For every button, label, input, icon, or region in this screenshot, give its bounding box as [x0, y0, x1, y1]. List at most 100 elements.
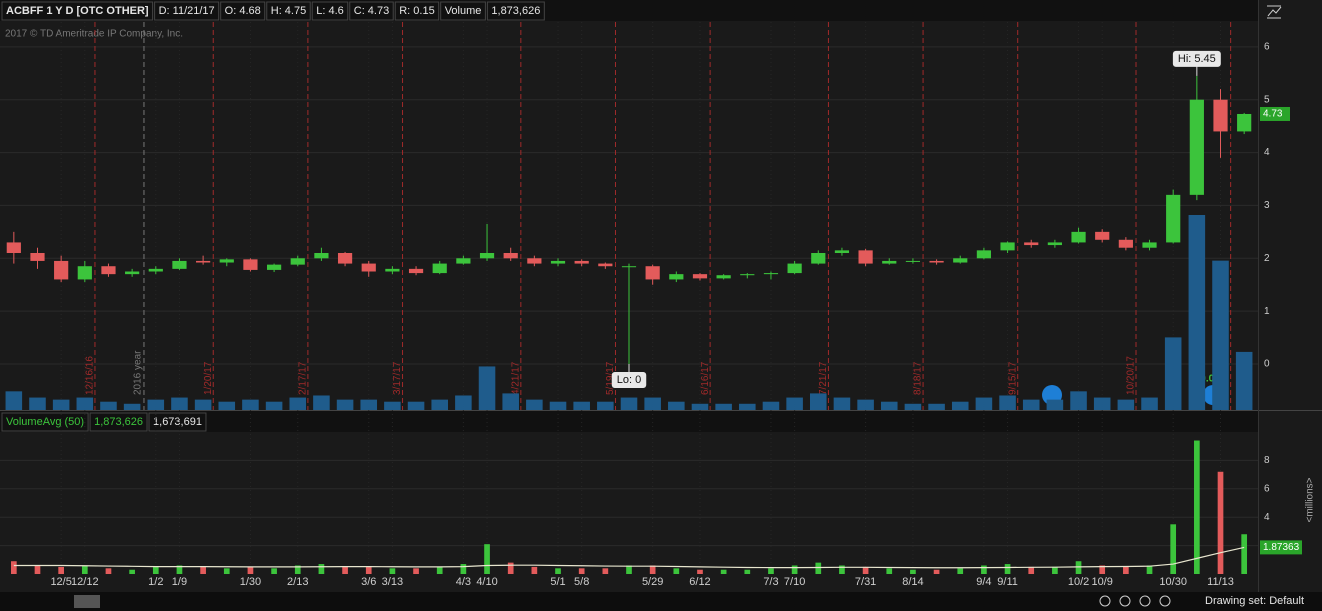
study-average: 1,673,691 — [153, 416, 202, 428]
y-axis-label: <millions> — [1305, 477, 1316, 522]
volume-bar — [105, 568, 112, 574]
candle-body — [101, 266, 116, 275]
candle-body — [1213, 99, 1228, 132]
volume-bar — [176, 565, 183, 574]
volume-bar — [1052, 566, 1058, 574]
y-tick-label: 4 — [1264, 512, 1270, 523]
volume-bar — [673, 568, 680, 574]
y-tick-label: 0 — [1264, 359, 1270, 370]
volume-bar — [1028, 566, 1035, 574]
candle-body — [1024, 242, 1039, 246]
x-tick-label: 1/30 — [240, 576, 261, 588]
annotation-box — [611, 372, 647, 389]
volume-overlay-bar — [502, 393, 519, 410]
x-tick-label: 5/1 — [550, 576, 565, 588]
volume-overlay-bar — [123, 403, 141, 410]
volume-bar — [200, 566, 206, 574]
volume-bar — [1075, 561, 1082, 574]
volume-overlay-bar — [573, 401, 590, 410]
candle-body — [361, 263, 376, 272]
volume-overlay-bar — [1070, 391, 1087, 410]
volume-bar — [34, 565, 41, 574]
volume-overlay-bar — [999, 395, 1016, 410]
volume-overlay-bar — [407, 401, 425, 410]
annotation-label: Lo: 0 — [617, 374, 641, 386]
annotation-box — [1172, 50, 1221, 67]
toolbar-icon[interactable] — [1099, 595, 1111, 607]
chart-settings-icon[interactable] — [1267, 5, 1282, 19]
candle-body — [953, 258, 968, 263]
drawing-set: Drawing set: Default — [1205, 595, 1304, 607]
volume-overlay-bar — [1141, 397, 1158, 410]
candle-body — [621, 266, 637, 268]
x-tick-label: 10/2 — [1068, 576, 1089, 588]
volume-bar — [791, 565, 798, 574]
volume-bar — [957, 568, 964, 574]
volume-overlay-bar — [762, 401, 780, 410]
candle-body — [929, 260, 944, 263]
candle-body — [527, 258, 542, 264]
header-date: D: 11/21/17 — [159, 5, 215, 17]
volume-overlay-bar — [1046, 399, 1064, 410]
volume-bar — [886, 568, 893, 574]
volume-overlay-bar — [880, 401, 898, 410]
candle-body — [432, 263, 447, 274]
y-tick-label: 3 — [1264, 200, 1270, 211]
copyright: 2017 © TD Ameritrade IP Company, Inc. — [5, 29, 183, 40]
volume-bar — [1099, 565, 1106, 574]
x-tick-label: 4/10 — [476, 576, 497, 588]
y-tick-label: 6 — [1264, 41, 1270, 52]
scroll-thumb[interactable] — [74, 595, 100, 608]
annotation-label: Hi: 5.45 — [1178, 53, 1216, 65]
candle-body — [314, 253, 329, 259]
candle-body — [385, 268, 400, 272]
toolbar-icon[interactable] — [1139, 595, 1151, 607]
candle-body — [905, 260, 921, 262]
candle-body — [408, 268, 424, 274]
volume-overlay-bar — [691, 403, 709, 410]
candle-body — [125, 271, 140, 275]
expiration-label: 7/21/17 — [818, 361, 829, 395]
y-tick-label: 1 — [1264, 306, 1270, 317]
volume-bar — [271, 568, 277, 574]
volume-bar — [223, 568, 230, 574]
candle-body — [6, 242, 21, 254]
study-volume: 1,873,626 — [94, 416, 143, 428]
volume-overlay-bar — [147, 399, 165, 410]
expiration-label: 3/17/17 — [392, 361, 403, 395]
volume-overlay-bar — [1093, 397, 1111, 410]
volume-bar — [768, 568, 774, 574]
year-label: 2016 year — [133, 350, 144, 395]
y-tick-label: 4 — [1264, 147, 1270, 158]
volume-label: Volume — [445, 5, 482, 17]
candle-body — [503, 253, 518, 259]
volume-bar — [839, 565, 845, 574]
volume-overlay-bar — [455, 395, 472, 410]
volume-overlay-bar — [360, 399, 378, 410]
toolbar-icon[interactable] — [1119, 595, 1131, 607]
volume-bar — [318, 564, 325, 574]
x-tick-label: 3/6 — [361, 576, 376, 588]
toolbar — [0, 592, 1322, 611]
volume-bar — [626, 565, 632, 574]
average-line — [13, 546, 1245, 569]
x-tick-label: 9/4 — [976, 576, 991, 588]
toolbar-icon[interactable] — [1159, 595, 1171, 607]
y-tick-label: 8 — [1264, 455, 1270, 466]
x-tick-label: 7/31 — [855, 576, 876, 588]
candle-body — [811, 253, 826, 264]
x-tick-label: 8/14 — [902, 576, 923, 588]
volume-overlay-bar — [478, 366, 496, 410]
candle-body — [740, 274, 755, 276]
volume-bar — [555, 568, 561, 574]
candle-body — [1237, 113, 1252, 132]
volume-overlay-bar — [928, 403, 945, 410]
volume-overlay-bar — [644, 397, 661, 410]
x-tick-label: 5/8 — [574, 576, 589, 588]
header-range: R: 0.15 — [399, 5, 434, 17]
volume-overlay-bar — [715, 403, 732, 410]
candle-body — [787, 263, 802, 274]
volume-bar — [1146, 565, 1153, 574]
x-tick-label: 1/9 — [172, 576, 187, 588]
volume-overlay-bar — [951, 401, 969, 410]
